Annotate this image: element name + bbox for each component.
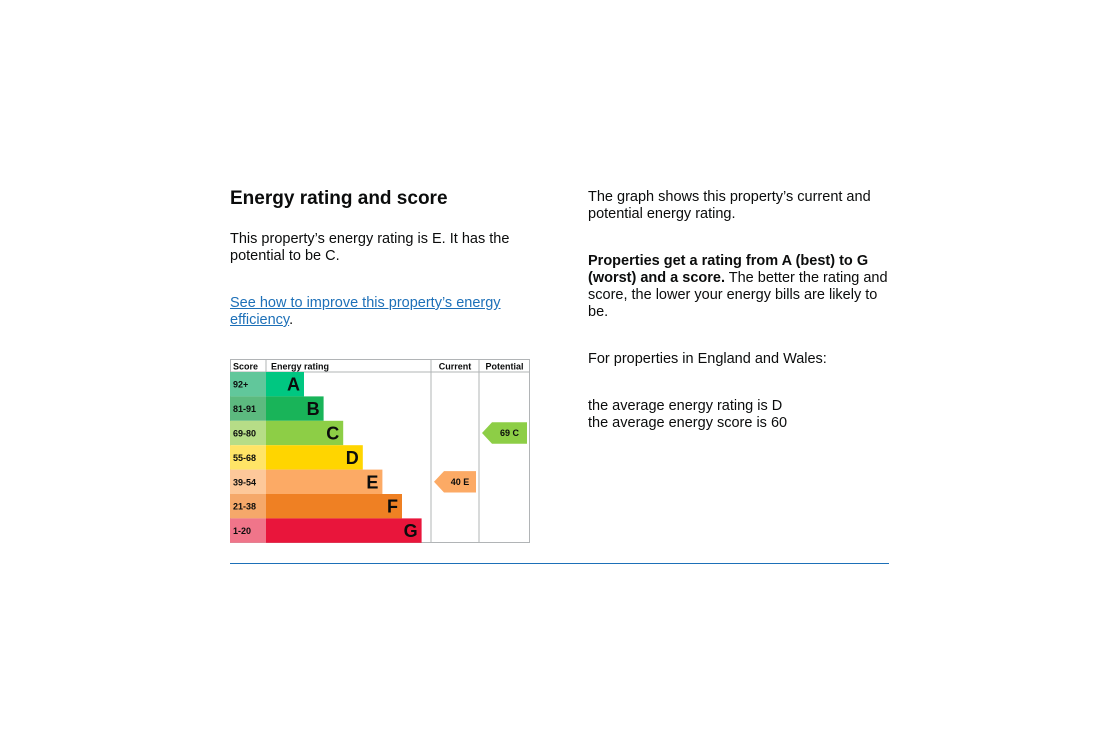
rating-explanation-rest: The better the rating and score, the low… xyxy=(588,270,888,320)
band-letter-a: A xyxy=(287,375,300,395)
band-bar-a xyxy=(266,372,304,397)
average-score: the average energy score is 60 xyxy=(588,415,788,431)
header-potential: Potential xyxy=(485,362,523,372)
score-range-c: 69-80 xyxy=(233,429,256,439)
header-energy-rating: Energy rating xyxy=(271,362,329,372)
score-range-b: 81-91 xyxy=(233,404,256,414)
region-text: For properties in England and Wales: xyxy=(588,351,827,367)
score-cell-a xyxy=(230,372,266,397)
current-rating-label: 40 E xyxy=(451,477,470,487)
band-bar-c xyxy=(266,420,344,446)
rating-intro: This property’s energy rating is E. It h… xyxy=(230,231,510,264)
band-bar-d xyxy=(266,445,363,470)
score-range-e: 39-54 xyxy=(233,477,256,487)
potential-rating-label: 69 C xyxy=(500,428,520,438)
energy-rating-chart: Score Energy rating Current Potential 92+ A 81… xyxy=(230,359,530,543)
rating-explanation: Properties get a rating from A (best) to… xyxy=(588,253,888,321)
header-current: Current xyxy=(439,362,472,372)
band-letter-e: E xyxy=(366,472,378,492)
band-letter-c: C xyxy=(326,424,339,444)
score-range-d: 55-68 xyxy=(233,453,256,463)
section-divider xyxy=(230,563,889,564)
rating-explanation-bold: Properties get a rating from A (best) to… xyxy=(588,253,869,286)
section-heading: Energy rating and score xyxy=(230,188,448,209)
graph-description: The graph shows this property’s current … xyxy=(588,189,871,222)
explanation-section: The graph shows this property’s current … xyxy=(588,189,888,432)
energy-rating-section: Energy rating and score This property’s … xyxy=(230,186,530,329)
potential-arrow xyxy=(482,422,527,444)
band-bar-g xyxy=(266,518,422,543)
header-score: Score xyxy=(233,362,258,372)
current-arrow xyxy=(434,471,476,493)
band-bar-b xyxy=(266,396,324,421)
score-cell-f xyxy=(230,494,266,519)
score-cell-e xyxy=(230,469,266,494)
score-range-g: 1-20 xyxy=(233,526,251,536)
score-cell-d xyxy=(230,445,266,470)
improve-paragraph: See how to improve this property’s energ… xyxy=(230,295,530,329)
band-letter-g: G xyxy=(404,521,418,541)
improve-efficiency-link[interactable]: See how to improve this property’s energ… xyxy=(230,295,501,328)
score-range-a: 92+ xyxy=(233,380,248,390)
score-cell-b xyxy=(230,396,266,421)
band-letter-f: F xyxy=(387,497,398,517)
band-letter-b: B xyxy=(307,399,320,419)
average-rating: the average energy rating is D xyxy=(588,398,783,414)
band-bar-f xyxy=(266,494,402,519)
link-suffix: . xyxy=(289,312,294,328)
chart-svg: Score Energy rating Current Potential 92+ A 81… xyxy=(230,359,530,543)
band-bar-e xyxy=(266,469,383,494)
score-cell-c xyxy=(230,420,266,446)
score-range-f: 21-38 xyxy=(233,502,256,512)
score-cell-g xyxy=(230,518,266,543)
band-letter-d: D xyxy=(346,448,359,468)
